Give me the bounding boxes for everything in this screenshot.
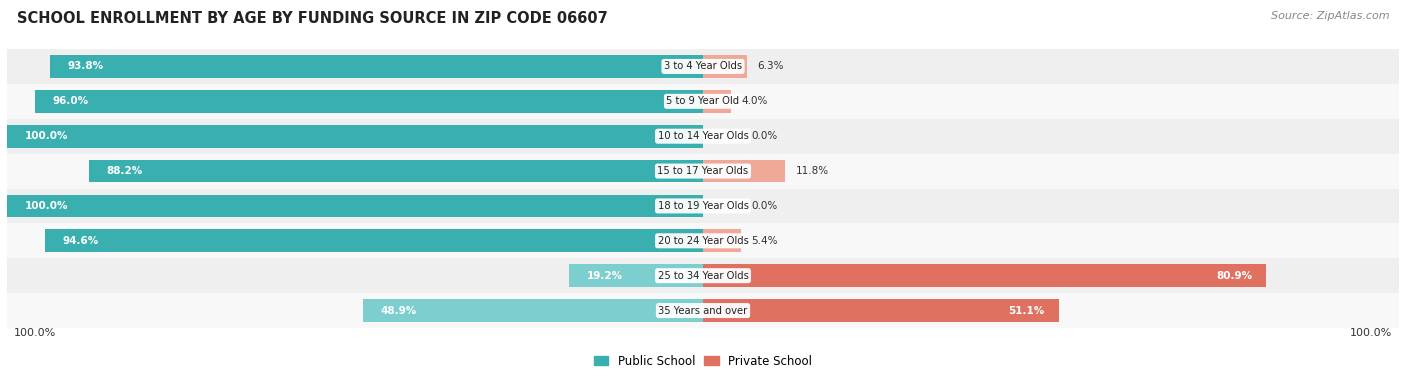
Bar bbox=[703, 230, 741, 252]
Bar bbox=[7, 119, 1399, 154]
Bar bbox=[7, 258, 1399, 293]
Bar bbox=[51, 55, 703, 78]
Bar bbox=[7, 49, 1399, 84]
Bar bbox=[703, 55, 747, 78]
Text: 5.4%: 5.4% bbox=[751, 236, 778, 246]
Text: 6.3%: 6.3% bbox=[758, 61, 783, 72]
Bar bbox=[7, 84, 1399, 119]
Text: 15 to 17 Year Olds: 15 to 17 Year Olds bbox=[658, 166, 748, 176]
Text: 80.9%: 80.9% bbox=[1216, 271, 1253, 281]
Bar bbox=[363, 299, 703, 322]
Text: 4.0%: 4.0% bbox=[741, 96, 768, 106]
Bar bbox=[703, 299, 1059, 322]
Text: 25 to 34 Year Olds: 25 to 34 Year Olds bbox=[658, 271, 748, 281]
Text: 48.9%: 48.9% bbox=[380, 305, 416, 316]
Bar bbox=[569, 264, 703, 287]
Bar bbox=[7, 125, 703, 147]
Text: SCHOOL ENROLLMENT BY AGE BY FUNDING SOURCE IN ZIP CODE 06607: SCHOOL ENROLLMENT BY AGE BY FUNDING SOUR… bbox=[17, 11, 607, 26]
Text: 100.0%: 100.0% bbox=[1350, 328, 1392, 338]
Text: 5 to 9 Year Old: 5 to 9 Year Old bbox=[666, 96, 740, 106]
Legend: Public School, Private School: Public School, Private School bbox=[589, 350, 817, 372]
Bar bbox=[35, 90, 703, 113]
Bar bbox=[7, 223, 1399, 258]
Text: 35 Years and over: 35 Years and over bbox=[658, 305, 748, 316]
Bar bbox=[703, 90, 731, 113]
Text: 0.0%: 0.0% bbox=[752, 131, 778, 141]
Text: 20 to 24 Year Olds: 20 to 24 Year Olds bbox=[658, 236, 748, 246]
Text: 3 to 4 Year Olds: 3 to 4 Year Olds bbox=[664, 61, 742, 72]
Text: 100.0%: 100.0% bbox=[14, 328, 56, 338]
Text: 93.8%: 93.8% bbox=[67, 61, 104, 72]
Text: 100.0%: 100.0% bbox=[24, 131, 67, 141]
Text: 18 to 19 Year Olds: 18 to 19 Year Olds bbox=[658, 201, 748, 211]
Bar bbox=[7, 293, 1399, 328]
Bar bbox=[703, 264, 1265, 287]
Text: 88.2%: 88.2% bbox=[107, 166, 143, 176]
Bar bbox=[7, 188, 1399, 223]
Text: Source: ZipAtlas.com: Source: ZipAtlas.com bbox=[1271, 11, 1389, 21]
Text: 0.0%: 0.0% bbox=[752, 201, 778, 211]
Text: 10 to 14 Year Olds: 10 to 14 Year Olds bbox=[658, 131, 748, 141]
Text: 19.2%: 19.2% bbox=[586, 271, 623, 281]
Bar bbox=[89, 160, 703, 182]
Text: 11.8%: 11.8% bbox=[796, 166, 828, 176]
Bar bbox=[45, 230, 703, 252]
Text: 100.0%: 100.0% bbox=[24, 201, 67, 211]
Bar bbox=[703, 160, 785, 182]
Text: 51.1%: 51.1% bbox=[1008, 305, 1045, 316]
Text: 96.0%: 96.0% bbox=[52, 96, 89, 106]
Text: 94.6%: 94.6% bbox=[62, 236, 98, 246]
Bar bbox=[7, 154, 1399, 188]
Bar bbox=[7, 195, 703, 217]
